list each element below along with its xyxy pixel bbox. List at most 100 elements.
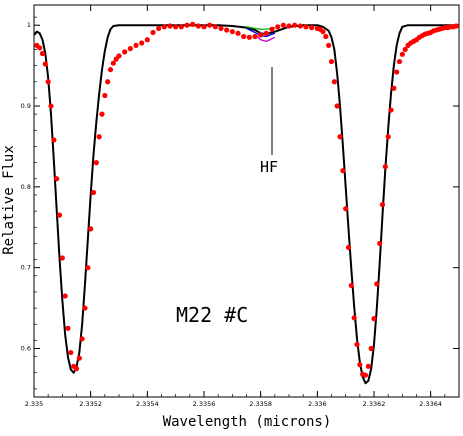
observed-point <box>59 255 65 261</box>
observed-point <box>337 134 343 140</box>
x-tick-label: 2.3358 <box>249 400 272 408</box>
observed-point <box>297 23 303 29</box>
observed-point <box>246 34 252 40</box>
observed-point <box>201 24 207 30</box>
observed-point <box>68 349 74 356</box>
observed-point <box>65 325 71 331</box>
observed-point <box>320 29 326 35</box>
observed-point <box>374 281 380 287</box>
observed-point <box>377 240 383 247</box>
observed-point <box>150 29 156 36</box>
y-tick-label: 0.6 <box>21 345 31 353</box>
x-axis-title: Wavelength (microns) <box>163 414 332 430</box>
y-tick-label: 0.8 <box>21 183 31 191</box>
observed-point <box>351 315 357 321</box>
observed-point <box>62 293 68 299</box>
y-tick-label: 1 <box>27 21 31 29</box>
observed-point <box>399 51 405 57</box>
observed-point <box>110 60 116 66</box>
observed-point <box>252 33 258 40</box>
observed-point <box>51 137 57 143</box>
observed-point <box>309 25 315 31</box>
observed-point <box>328 58 335 65</box>
observed-point <box>167 23 173 29</box>
observed-point <box>258 32 264 38</box>
observed-point <box>85 265 91 271</box>
observed-point <box>218 25 224 32</box>
annotation-hf: HF <box>260 158 278 176</box>
observed-point <box>48 103 54 109</box>
observed-point <box>173 24 179 30</box>
observed-point <box>263 30 269 36</box>
observed-point <box>235 30 241 36</box>
observed-point <box>133 42 139 49</box>
observed-point <box>161 24 167 30</box>
observed-point <box>195 23 201 29</box>
plot-frame <box>33 4 460 398</box>
observed-point <box>292 22 298 28</box>
observed-point <box>453 23 459 29</box>
x-tick-label: 2.336 <box>308 400 327 408</box>
x-tick-label: 2.3364 <box>419 400 442 408</box>
observed-point <box>331 79 337 85</box>
observed-point <box>127 46 133 52</box>
x-tick-label: 2.3354 <box>136 400 159 408</box>
observed-point <box>79 336 85 342</box>
observed-point <box>269 26 275 32</box>
observed-point <box>116 53 122 59</box>
observed-point <box>323 33 329 40</box>
observed-point <box>286 23 292 29</box>
observed-point <box>139 40 145 46</box>
observed-point <box>280 22 286 28</box>
observed-point <box>56 212 63 218</box>
observed-point <box>105 79 111 85</box>
observed-point <box>241 33 247 40</box>
observed-point <box>343 206 349 212</box>
y-axis-title: Relative Flux <box>1 145 17 255</box>
observed-point <box>365 363 371 369</box>
observed-point <box>229 29 235 35</box>
axis-ticks: 2.335 2.3352 2.3354 2.3356 2.3358 2.336 2.3362… <box>21 5 460 408</box>
y-tick-label: 0.7 <box>21 264 31 272</box>
x-tick-label: 2.3356 <box>193 400 216 408</box>
model-line <box>246 26 275 30</box>
observed-point <box>207 22 213 28</box>
observed-point <box>90 189 97 196</box>
observed-point <box>224 27 230 33</box>
observed-point <box>371 316 377 322</box>
observed-point <box>334 103 340 109</box>
observed-point <box>93 160 99 166</box>
observed-point <box>42 61 48 67</box>
model-line <box>33 24 459 385</box>
annotation-star-id: M22 #C <box>176 303 248 327</box>
observed-point <box>88 226 94 232</box>
observed-point <box>184 22 190 28</box>
x-tick-label: 2.335 <box>25 400 44 408</box>
observed-point <box>385 134 391 140</box>
observed-point <box>382 164 388 170</box>
observed-point <box>303 24 309 30</box>
observed-point <box>402 46 408 53</box>
observed-point <box>190 21 196 27</box>
observed-point <box>107 67 114 73</box>
observed-point <box>76 355 82 361</box>
observed-point <box>99 111 105 117</box>
observed-point <box>357 362 363 368</box>
observed-point <box>326 42 332 49</box>
observed-point <box>96 134 102 140</box>
observed-point <box>144 37 150 43</box>
observed-point <box>37 45 43 51</box>
observed-point <box>354 341 360 348</box>
observed-point <box>102 92 108 99</box>
x-tick-label: 2.3352 <box>79 400 102 408</box>
observed-point <box>212 24 218 30</box>
observed-point <box>345 244 352 251</box>
observed-point <box>73 366 80 372</box>
x-tick-label: 2.3362 <box>363 400 386 408</box>
observed-point <box>39 50 46 57</box>
observed-point <box>122 49 128 55</box>
observed-point <box>156 25 162 32</box>
observed-point <box>82 305 88 311</box>
observed-point <box>368 345 374 352</box>
